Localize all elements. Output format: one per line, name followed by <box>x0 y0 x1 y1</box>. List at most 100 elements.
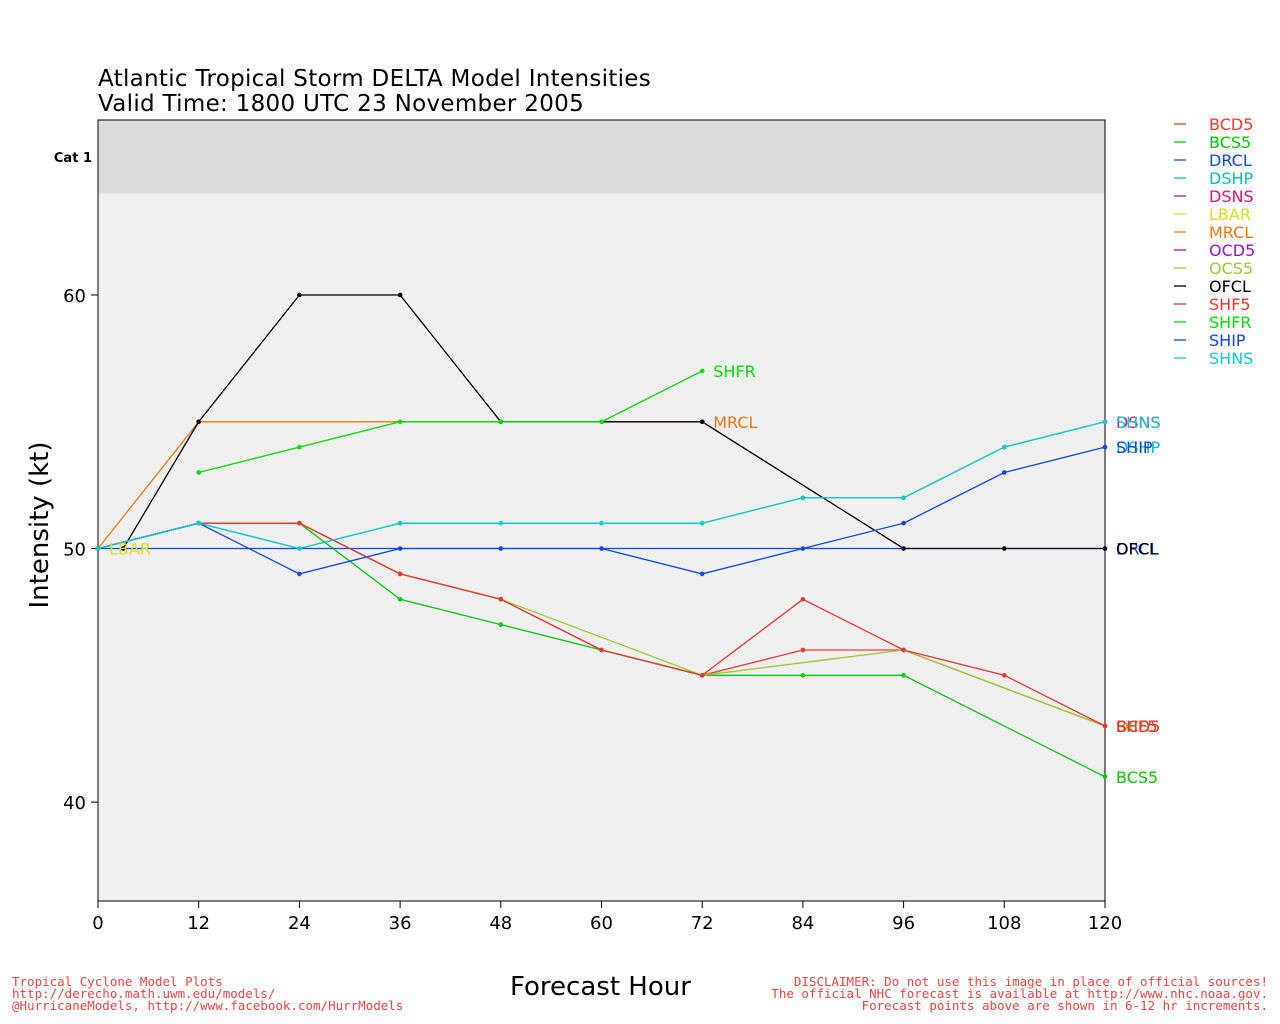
data-point <box>297 292 302 298</box>
series-end-label: DRCL <box>1116 540 1159 559</box>
legend-entry: SHFR <box>1209 313 1252 332</box>
series-end-label: SHIP <box>1116 438 1153 457</box>
legend-entry: DSHP <box>1209 169 1254 188</box>
data-point <box>1102 546 1108 551</box>
series-shns <box>95 419 1108 551</box>
data-point <box>498 419 504 425</box>
legend-entry: DRCL <box>1209 151 1252 170</box>
series-end-label: OCS5 <box>1116 717 1160 736</box>
footer-disclaimer: DISCLAIMER: Do not use this image in pla… <box>771 974 1268 1013</box>
data-point <box>498 596 504 602</box>
category-band-label: Cat 1 <box>54 151 92 166</box>
legend-entry: SHNS <box>1209 349 1253 368</box>
data-point <box>297 520 302 526</box>
data-point <box>800 546 806 551</box>
data-point <box>120 546 126 551</box>
x-tick-label: 36 <box>389 913 412 934</box>
legend-entry: DSNS <box>1209 187 1254 206</box>
x-tick-label: 108 <box>987 913 1021 934</box>
legend-entry: OCD5 <box>1209 241 1255 260</box>
data-point <box>397 571 403 577</box>
legend-entry: OFCL <box>1209 277 1251 296</box>
data-point <box>95 546 101 551</box>
data-point <box>498 622 504 627</box>
data-point <box>1102 723 1108 729</box>
data-point <box>397 596 403 602</box>
x-tick-label: 96 <box>892 913 915 934</box>
data-point <box>397 520 403 526</box>
legend-entry: BCD5 <box>1209 115 1253 134</box>
data-point <box>699 419 705 425</box>
legend-entry: BCS5 <box>1209 133 1251 152</box>
data-point <box>297 571 302 577</box>
data-point <box>297 546 302 551</box>
data-point <box>599 520 604 526</box>
data-point <box>297 444 302 450</box>
y-tick-label: 60 <box>63 286 86 307</box>
series-shfr <box>196 368 705 475</box>
series-end-label: SHF5 <box>1116 717 1158 736</box>
footer-credit-line[interactable]: http://derecho.math.uwm.edu/models/ <box>12 986 276 1001</box>
legend-entry: OCS5 <box>1209 259 1253 278</box>
data-point <box>901 546 906 551</box>
disclaimer-line: The official NHC forecast is available a… <box>771 986 1268 1001</box>
legend-entry: MRCL <box>1209 223 1253 242</box>
data-point <box>397 292 403 298</box>
data-point <box>699 673 705 678</box>
data-point <box>1102 774 1108 780</box>
data-point <box>800 495 806 501</box>
data-point <box>699 368 705 374</box>
y-tick-label: 50 <box>63 540 86 561</box>
data-point <box>1002 444 1007 450</box>
legend-entry: SHF5 <box>1209 295 1251 314</box>
x-tick-label: 24 <box>288 913 311 934</box>
category-band <box>98 120 1105 194</box>
footer-credit-line[interactable]: @HurricaneModels, http://www.facebook.co… <box>12 998 404 1013</box>
footer-credits: Tropical Cyclone Model Plots http://dere… <box>12 974 404 1013</box>
data-point <box>498 520 504 526</box>
data-point <box>901 495 906 501</box>
series-line <box>198 370 703 474</box>
data-point <box>800 647 806 653</box>
x-axis-label: Forecast Hour <box>510 972 691 1002</box>
data-point <box>1002 470 1007 475</box>
disclaimer-line: Forecast points above are shown in 6-12 … <box>861 998 1268 1013</box>
data-point <box>1002 673 1007 678</box>
x-tick-label: 0 <box>92 913 103 934</box>
data-point <box>800 673 806 678</box>
series-end-label: SHNS <box>1116 413 1160 432</box>
x-tick-label: 72 <box>691 913 714 934</box>
data-point <box>599 546 604 551</box>
x-tick-label: 12 <box>187 913 210 934</box>
legend-entry: SHIP <box>1209 331 1246 350</box>
x-tick-label: 48 <box>489 913 512 934</box>
data-point <box>699 520 705 526</box>
data-point <box>397 546 403 551</box>
plot-area <box>98 120 1105 901</box>
data-point <box>699 571 705 577</box>
series-end-label: DSHP <box>1116 438 1161 457</box>
series-end-label: DSNS <box>1116 413 1161 432</box>
chart-subtitle: Valid Time: 1800 UTC 23 November 2005 <box>98 91 585 117</box>
data-point <box>196 419 201 425</box>
data-point <box>800 596 806 602</box>
series-end-label: BCS5 <box>1116 768 1158 787</box>
series-end-label: SHFR <box>713 362 756 381</box>
data-point <box>599 647 604 653</box>
x-tick-label: 84 <box>791 913 814 934</box>
footer-credit-line: Tropical Cyclone Model Plots <box>12 974 223 989</box>
data-point <box>397 419 403 425</box>
data-point <box>1002 546 1007 551</box>
disclaimer-line: DISCLAIMER: Do not use this image in pla… <box>793 974 1268 989</box>
series-end-label: BCD5 <box>1116 717 1160 736</box>
data-point <box>901 673 906 678</box>
y-tick-label: 40 <box>63 793 86 814</box>
data-point <box>196 470 201 475</box>
data-point <box>599 419 604 425</box>
series-end-label: LBAR <box>109 540 151 559</box>
data-point <box>196 520 201 526</box>
data-point <box>498 546 504 551</box>
legend-entry: LBAR <box>1209 205 1251 224</box>
chart-title: Atlantic Tropical Storm DELTA Model Inte… <box>98 66 652 92</box>
